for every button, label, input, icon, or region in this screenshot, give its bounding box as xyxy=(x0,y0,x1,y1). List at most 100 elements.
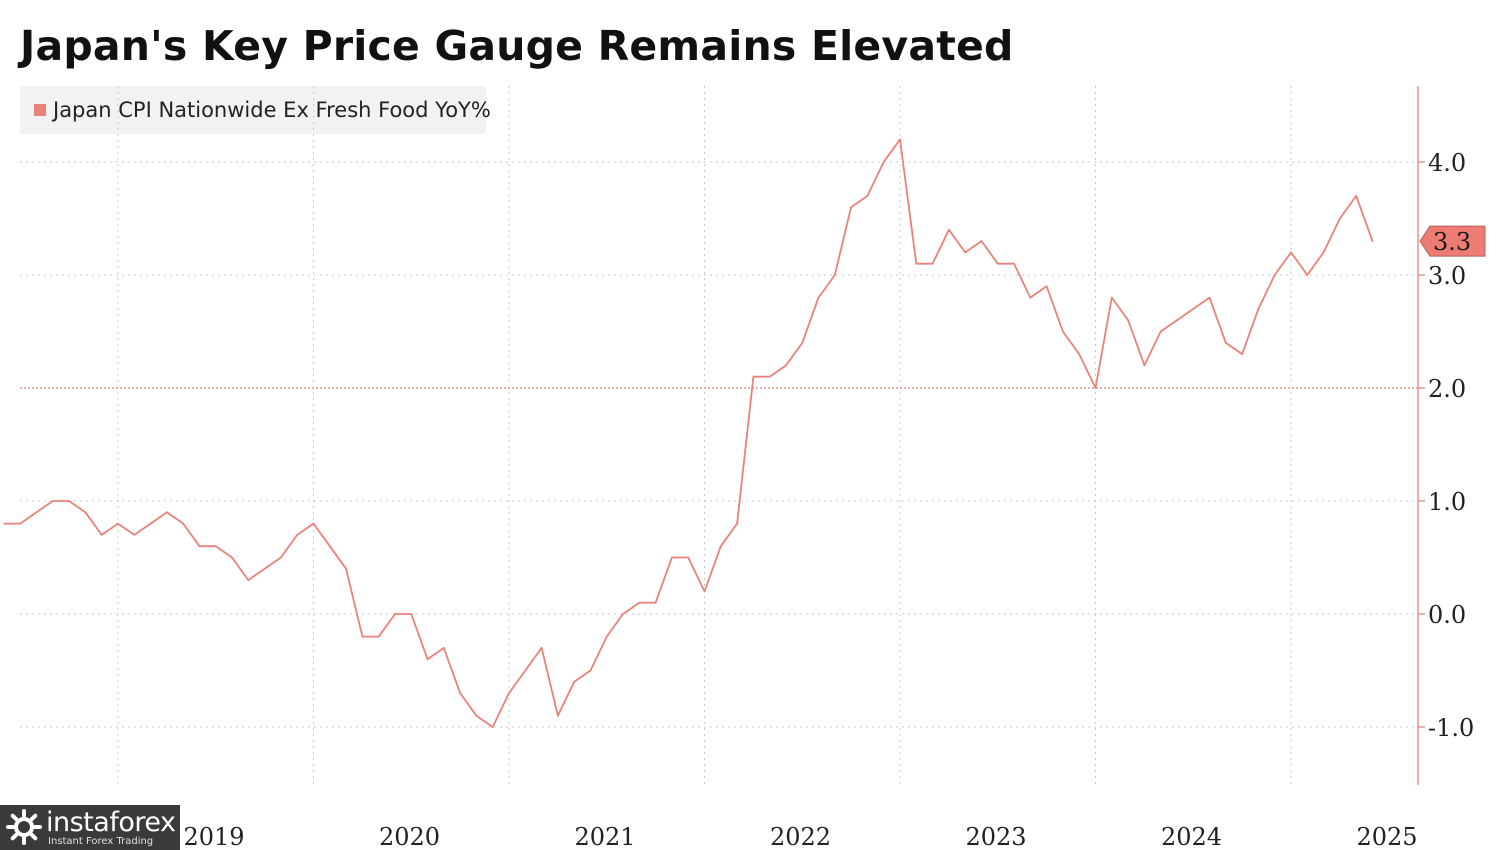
last-value-label: 3.3 xyxy=(1433,228,1471,256)
data-point xyxy=(801,341,804,344)
data-point xyxy=(719,545,722,548)
data-point xyxy=(1078,353,1081,355)
x-tick-label: 2023 xyxy=(965,823,1026,850)
data-point xyxy=(1029,296,1032,299)
data-point xyxy=(1110,296,1113,299)
data-point xyxy=(1094,387,1097,389)
data-point xyxy=(166,511,168,514)
y-axis: 4.0 3.0 2.0 1.0 0.0 -1.0 xyxy=(1417,86,1474,785)
data-point xyxy=(182,522,185,525)
data-point xyxy=(931,262,934,265)
data-point xyxy=(198,545,201,548)
data-point xyxy=(442,647,445,649)
data-point xyxy=(1127,319,1129,322)
data-point xyxy=(980,240,983,243)
data-point xyxy=(899,138,901,141)
data-point xyxy=(312,522,315,525)
y-tick-label: 0.0 xyxy=(1428,601,1466,629)
data-point xyxy=(605,635,608,638)
data-point xyxy=(524,669,527,672)
data-point xyxy=(296,534,299,536)
data-point xyxy=(1241,353,1243,355)
legend-swatch xyxy=(34,104,46,116)
data-point xyxy=(622,613,624,615)
data-point xyxy=(1306,274,1309,276)
data-point xyxy=(1013,262,1015,265)
x-tick-label: 2022 xyxy=(770,823,831,850)
data-point xyxy=(280,556,282,559)
y-tick-label: 1.0 xyxy=(1428,488,1466,516)
chart-title: Japan's Key Price Gauge Remains Elevated xyxy=(20,22,1014,70)
data-point xyxy=(231,556,233,559)
data-point xyxy=(1176,319,1178,322)
data-point xyxy=(882,161,885,163)
data-point xyxy=(394,613,396,615)
data-point xyxy=(752,375,755,378)
data-point xyxy=(68,500,70,502)
data-point xyxy=(1208,296,1211,299)
data-point xyxy=(133,534,136,536)
data-point xyxy=(1322,251,1325,254)
data-point xyxy=(247,579,250,581)
data-point xyxy=(459,692,461,694)
data-point xyxy=(866,195,869,197)
data-point xyxy=(638,601,641,604)
data-point xyxy=(117,522,119,525)
data-point xyxy=(1371,240,1374,243)
data-point xyxy=(1143,364,1146,367)
data-point xyxy=(573,680,576,683)
data-point xyxy=(100,534,103,536)
data-point xyxy=(84,511,87,514)
data-point xyxy=(1159,330,1162,333)
data-point xyxy=(1257,308,1260,310)
data-point xyxy=(1273,274,1276,276)
legend-label: Japan CPI Nationwide Ex Fresh Food YoY% xyxy=(53,98,491,122)
data-point xyxy=(377,635,380,638)
watermark: instaforex Instant Forex Trading xyxy=(0,805,180,850)
data-point xyxy=(1339,217,1341,220)
watermark-brand: instaforex xyxy=(46,807,176,838)
data-point xyxy=(833,274,836,276)
data-point xyxy=(768,375,771,378)
data-point xyxy=(1290,251,1292,254)
gear-icon xyxy=(6,809,42,845)
data-point xyxy=(410,613,413,615)
x-tick-label: 2020 xyxy=(379,823,440,850)
x-tick-label: 2024 xyxy=(1161,823,1222,850)
data-point xyxy=(589,669,592,672)
data-point xyxy=(850,206,852,209)
x-axis: 2019 2020 2021 2022 2023 2024 2025 xyxy=(183,823,1417,850)
data-point xyxy=(948,228,950,231)
data-point xyxy=(540,647,543,649)
data-point xyxy=(1192,308,1195,310)
data-point xyxy=(996,262,999,265)
data-point xyxy=(345,567,347,570)
data-point xyxy=(654,601,657,604)
x-tick-label: 2021 xyxy=(574,823,635,850)
x-tick-label: 2025 xyxy=(1356,823,1417,850)
series-layer xyxy=(3,138,1374,728)
data-point xyxy=(51,500,54,502)
data-point xyxy=(1224,341,1227,344)
legend: Japan CPI Nationwide Ex Fresh Food YoY% xyxy=(20,86,491,134)
last-value-marker: 3.3 xyxy=(1419,225,1486,257)
data-point xyxy=(964,251,967,254)
data-point xyxy=(35,511,38,514)
data-point xyxy=(214,545,217,548)
series-line xyxy=(4,138,1374,728)
y-tick-label: 2.0 xyxy=(1428,375,1466,403)
data-point xyxy=(263,567,266,570)
data-point xyxy=(1045,285,1048,288)
data-point xyxy=(426,658,429,661)
grid xyxy=(20,86,1418,785)
data-point xyxy=(703,590,706,593)
data-point xyxy=(915,262,918,265)
data-point xyxy=(361,635,364,638)
data-point xyxy=(19,522,22,525)
data-point xyxy=(671,556,673,559)
y-tick-label: 3.0 xyxy=(1428,262,1466,290)
data-point xyxy=(785,364,787,367)
data-point xyxy=(736,522,738,525)
watermark-tagline: Instant Forex Trading xyxy=(48,836,154,847)
